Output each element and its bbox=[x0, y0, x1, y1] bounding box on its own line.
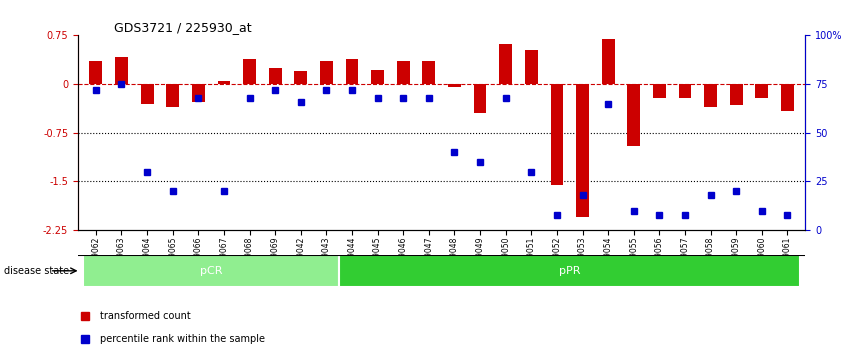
Bar bbox=[372, 70, 384, 84]
Bar bbox=[217, 81, 230, 84]
Bar bbox=[294, 71, 307, 84]
Text: percentile rank within the sample: percentile rank within the sample bbox=[100, 334, 265, 344]
Bar bbox=[500, 44, 512, 84]
Bar bbox=[704, 84, 717, 107]
Bar bbox=[268, 68, 281, 84]
Bar bbox=[627, 84, 640, 146]
Bar bbox=[653, 84, 666, 98]
Text: pPR: pPR bbox=[559, 266, 580, 276]
Bar bbox=[679, 84, 691, 98]
Bar bbox=[397, 61, 410, 84]
Bar bbox=[576, 84, 589, 217]
Bar bbox=[115, 57, 128, 84]
Bar bbox=[525, 50, 538, 84]
Bar bbox=[602, 39, 615, 84]
Bar bbox=[339, 255, 800, 287]
Bar bbox=[730, 84, 743, 105]
Bar bbox=[320, 61, 333, 84]
Bar bbox=[755, 84, 768, 98]
Bar bbox=[89, 61, 102, 84]
Bar bbox=[551, 84, 563, 185]
Bar bbox=[192, 84, 204, 102]
Bar bbox=[474, 84, 487, 113]
Text: transformed count: transformed count bbox=[100, 311, 191, 321]
Bar bbox=[140, 84, 153, 103]
Text: pCR: pCR bbox=[200, 266, 223, 276]
Text: disease state: disease state bbox=[4, 266, 69, 276]
Bar bbox=[83, 255, 339, 287]
Text: GDS3721 / 225930_at: GDS3721 / 225930_at bbox=[114, 21, 252, 34]
Bar bbox=[243, 59, 256, 84]
Bar bbox=[346, 59, 359, 84]
Bar bbox=[166, 84, 179, 107]
Bar bbox=[781, 84, 794, 111]
Bar bbox=[423, 61, 436, 84]
Bar bbox=[448, 84, 461, 87]
